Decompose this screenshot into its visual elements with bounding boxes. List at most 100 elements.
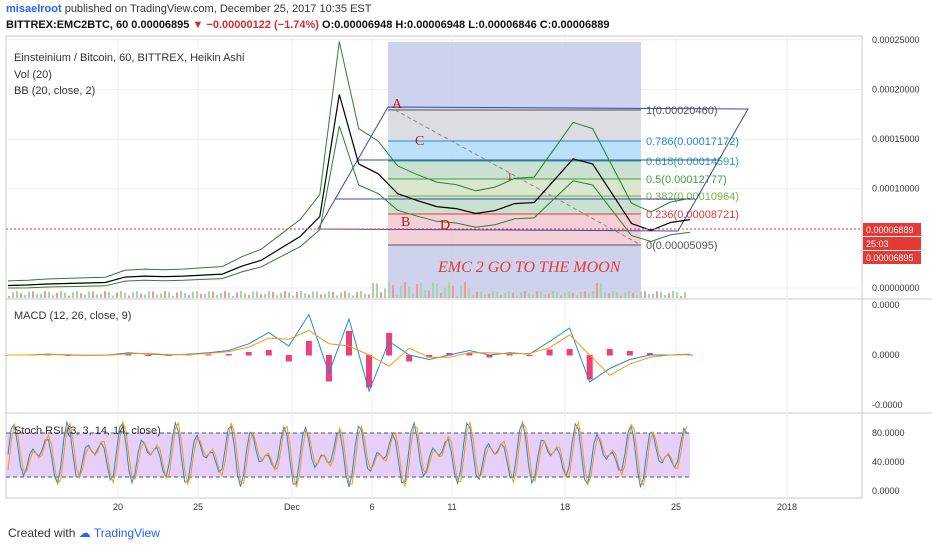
volume-bar xyxy=(272,291,274,298)
volume-bar xyxy=(516,295,518,298)
fib-trend-line xyxy=(394,109,642,246)
volume-bar xyxy=(472,294,474,298)
price-tag-label: 25:03 xyxy=(866,239,889,249)
fib-level-label: 0.236(0.00008721) xyxy=(646,209,739,221)
x-tick-label: 6 xyxy=(369,502,374,512)
volume-bar xyxy=(480,291,482,298)
volume-bar xyxy=(280,292,282,298)
volume-bar xyxy=(312,291,314,298)
time-axis: 20 25 Dec 6 11 18 25 2018 xyxy=(113,502,797,512)
volume-bar xyxy=(616,292,618,298)
y-tick-label: 0.00015000 xyxy=(872,134,920,144)
volume-bar xyxy=(244,293,246,298)
volume-bar xyxy=(152,291,154,298)
volume-bar xyxy=(636,295,638,298)
volume-bar xyxy=(528,293,530,298)
volume-bar xyxy=(144,294,146,298)
vol-legend: Vol (20) xyxy=(14,69,52,81)
macd-tick-label: 0.0000 xyxy=(872,300,900,310)
volume-bar xyxy=(164,291,166,298)
created-with: Created with xyxy=(8,526,76,540)
volume-bar xyxy=(132,291,134,298)
volume-bar xyxy=(444,287,446,298)
volume-bar xyxy=(644,291,646,298)
volume-bar xyxy=(304,293,306,298)
volume-bar xyxy=(8,296,10,298)
y-tick-label: 0.00010000 xyxy=(872,184,920,194)
y-tick-label: 0.00025000 xyxy=(872,35,920,45)
volume-bar xyxy=(464,282,466,298)
volume-bar xyxy=(288,292,290,298)
volume-bar xyxy=(468,288,470,298)
author-link[interactable]: misaelroot xyxy=(6,3,62,15)
volume-bar xyxy=(664,294,666,298)
macd-histogram-bar xyxy=(546,349,553,356)
volume-bar xyxy=(364,293,366,298)
macd-histogram-bar xyxy=(526,355,533,357)
macd-histogram-bar xyxy=(205,354,212,356)
volume-bar xyxy=(384,288,386,298)
volume-bar xyxy=(176,292,178,298)
volume-bar xyxy=(300,291,302,298)
volume-bar xyxy=(604,292,606,298)
volume-bar xyxy=(392,285,394,298)
volume-bar xyxy=(600,283,602,298)
volume-bar xyxy=(80,293,82,298)
volume-bar xyxy=(448,282,450,298)
macd-line xyxy=(8,313,691,393)
volume-bar xyxy=(500,295,502,298)
volume-bar xyxy=(540,291,542,298)
volume-bar xyxy=(320,294,322,298)
volume-bar xyxy=(544,294,546,298)
volume-bar xyxy=(592,291,594,298)
bb-legend: BB (20, close, 2) xyxy=(14,85,96,97)
volume-bar xyxy=(460,285,462,298)
macd-tick-label: 0.0000 xyxy=(872,350,900,360)
bb-upper xyxy=(7,41,691,282)
fib-band xyxy=(388,179,641,196)
volume-bar xyxy=(344,291,346,298)
macd-histogram-bar xyxy=(245,352,252,356)
volume-bar xyxy=(340,292,342,298)
volume-bar xyxy=(68,295,70,298)
price-tags: 0.00006889 25:03 0.00006895 xyxy=(863,223,921,264)
volume-bar xyxy=(432,282,434,298)
volume-bar xyxy=(140,293,142,298)
volume-bar xyxy=(376,283,378,298)
macd-histogram-bar xyxy=(486,355,493,358)
volume-bar xyxy=(520,292,522,298)
volume-bar xyxy=(524,291,526,298)
volume-bar xyxy=(72,292,74,298)
volume-bar xyxy=(256,291,258,298)
volume-bar xyxy=(596,282,598,298)
tradingview-link[interactable]: TradingView xyxy=(93,526,160,540)
price-change: ▼ −0.00000122 (−1.74%) xyxy=(192,19,319,31)
volume-bar xyxy=(388,282,390,298)
volume-bar xyxy=(536,291,538,298)
y-tick-label: 0.00000000 xyxy=(872,283,920,293)
volume-bar xyxy=(656,291,658,298)
volume-bar xyxy=(264,293,266,298)
symbol-info: BITTREX:EMC2BTC, 60 0.00006895 ▼ −0.0000… xyxy=(6,19,609,31)
volume-bar xyxy=(568,291,570,298)
volume-bar xyxy=(224,291,226,298)
macd-pane: 0.0000 0.0000 -0.0000 xyxy=(5,300,903,410)
fib-level-label: 0.618(0.00014591) xyxy=(646,156,739,168)
macd-signal-line xyxy=(8,329,691,376)
volume-bar xyxy=(200,293,202,298)
volume-bar xyxy=(160,293,162,298)
volume-bar xyxy=(204,294,206,298)
x-tick-label: 2018 xyxy=(777,502,797,512)
price-line xyxy=(7,94,691,287)
macd-histogram-bar xyxy=(265,350,272,356)
fib-band xyxy=(388,141,641,161)
volume-bar xyxy=(640,291,642,298)
volume-bar xyxy=(124,292,126,298)
volume-bar xyxy=(208,291,210,298)
price-axis: 0.00025000 0.00020000 0.00015000 0.00010000… xyxy=(872,35,920,293)
stoch-band xyxy=(6,433,690,477)
volume-bar xyxy=(40,293,42,298)
volume-bar xyxy=(136,291,138,298)
volume-bar xyxy=(360,291,362,298)
point-a-label: A xyxy=(392,97,403,112)
